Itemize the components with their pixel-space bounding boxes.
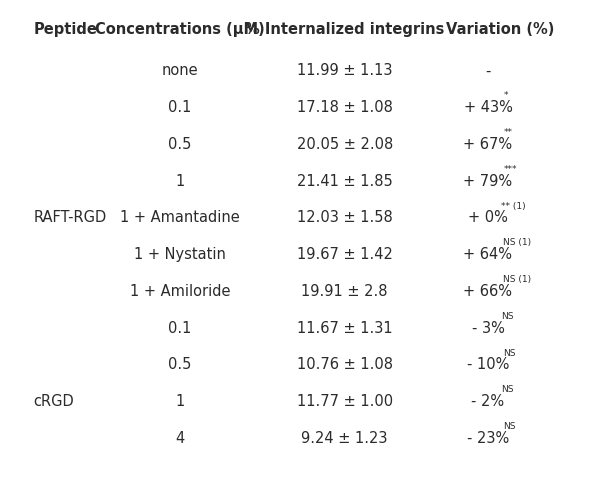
Text: 19.67 ± 1.42: 19.67 ± 1.42: [296, 247, 393, 262]
Text: none: none: [162, 63, 198, 78]
Text: + 79%: + 79%: [464, 173, 512, 188]
Text: NS (1): NS (1): [503, 275, 531, 284]
Text: NS: NS: [501, 312, 514, 321]
Text: NS: NS: [501, 386, 514, 394]
Text: 1: 1: [175, 173, 185, 188]
Text: - 2%: - 2%: [472, 394, 504, 409]
Text: - 23%: - 23%: [467, 431, 509, 446]
Text: 0.5: 0.5: [168, 137, 192, 152]
Text: -: -: [486, 63, 490, 78]
Text: 0.1: 0.1: [168, 320, 192, 336]
Text: NS: NS: [503, 422, 516, 431]
Text: + 66%: + 66%: [464, 284, 512, 299]
Text: 0.5: 0.5: [168, 357, 192, 373]
Text: Concentrations (μM): Concentrations (μM): [95, 22, 265, 37]
Text: ** (1): ** (1): [501, 202, 526, 210]
Text: + 43%: + 43%: [464, 100, 512, 115]
Text: 11.67 ± 1.31: 11.67 ± 1.31: [297, 320, 392, 336]
Text: - 10%: - 10%: [467, 357, 509, 373]
Text: Variation (%): Variation (%): [446, 22, 554, 37]
Text: % Internalized integrins: % Internalized integrins: [245, 22, 444, 37]
Text: 11.77 ± 1.00: 11.77 ± 1.00: [296, 394, 393, 409]
Text: 10.76 ± 1.08: 10.76 ± 1.08: [296, 357, 393, 373]
Text: 9.24 ± 1.23: 9.24 ± 1.23: [301, 431, 388, 446]
Text: NS: NS: [503, 349, 516, 357]
Text: **: **: [503, 128, 512, 137]
Text: 1 + Amantadine: 1 + Amantadine: [120, 210, 240, 225]
Text: cRGD: cRGD: [34, 394, 74, 409]
Text: 1 + Amiloride: 1 + Amiloride: [130, 284, 230, 299]
Text: - 3%: - 3%: [472, 320, 504, 336]
Text: 1 + Nystatin: 1 + Nystatin: [134, 247, 226, 262]
Text: + 64%: + 64%: [464, 247, 512, 262]
Text: 19.91 ± 2.8: 19.91 ± 2.8: [301, 284, 388, 299]
Text: 1: 1: [175, 394, 185, 409]
Text: 21.41 ± 1.85: 21.41 ± 1.85: [297, 173, 392, 188]
Text: 4: 4: [175, 431, 185, 446]
Text: + 67%: + 67%: [464, 137, 512, 152]
Text: 12.03 ± 1.58: 12.03 ± 1.58: [297, 210, 392, 225]
Text: + 0%: + 0%: [468, 210, 508, 225]
Text: 0.1: 0.1: [168, 100, 192, 115]
Text: 11.99 ± 1.13: 11.99 ± 1.13: [297, 63, 392, 78]
Text: ***: ***: [503, 165, 517, 174]
Text: 20.05 ± 2.08: 20.05 ± 2.08: [296, 137, 393, 152]
Text: RAFT-RGD: RAFT-RGD: [34, 210, 107, 225]
Text: *: *: [503, 92, 508, 100]
Text: 17.18 ± 1.08: 17.18 ± 1.08: [296, 100, 393, 115]
Text: Peptide: Peptide: [34, 22, 98, 37]
Text: NS (1): NS (1): [503, 239, 531, 247]
